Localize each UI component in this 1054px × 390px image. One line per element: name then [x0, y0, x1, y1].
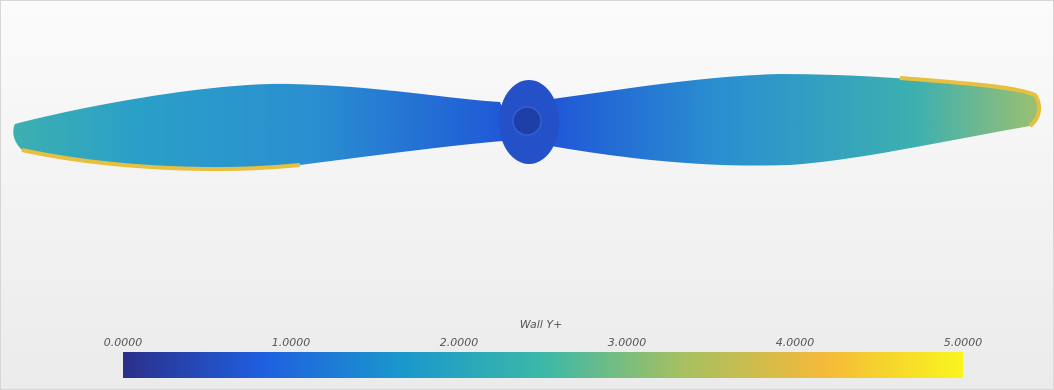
colorbar-tick-label: 3.0000 — [608, 336, 647, 349]
colorbar-tick-label: 0.0000 — [104, 336, 143, 349]
hub-cap — [513, 107, 541, 135]
colorbar-tick-label: 4.0000 — [776, 336, 815, 349]
colorbar — [123, 352, 963, 378]
colorbar-tick-label: 1.0000 — [272, 336, 311, 349]
viewport: Wall Y+ 0.0000 1.0000 2.0000 3.0000 4.0000 5.… — [0, 0, 1054, 390]
colorbar-tick-label: 5.0000 — [944, 336, 983, 349]
background — [0, 0, 1054, 390]
colorbar-tick-label: 2.0000 — [440, 336, 479, 349]
colorbar-title: Wall Y+ — [520, 318, 563, 331]
